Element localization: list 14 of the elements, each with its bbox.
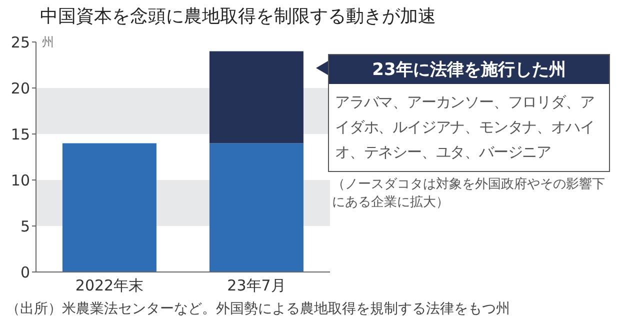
- y-tick-label: 10: [10, 171, 30, 190]
- chart-title: 中国資本を念頭に農地取得を制限する動きが加速: [40, 5, 436, 28]
- y-axis-title: 州: [42, 34, 54, 51]
- x-tick-label: 23年7月: [227, 276, 286, 295]
- y-tick-label: 20: [10, 79, 30, 98]
- text: アラバマ、アーカンソー、フロリダ、アイダホ、ルイジアナ、モンタナ、オハイオ、テネシー、ユタ、バージニア: [334, 92, 596, 163]
- text: （ノースダコタは対象を外国政府やその影響下にある企業に拡大）: [331, 176, 606, 212]
- text: （出所）米農業法センターなど。外国勢による農地取得を規制する法律をもつ州: [6, 300, 510, 318]
- x-tick-label: 2022年末: [75, 276, 144, 295]
- y-tick-label: 0: [20, 263, 30, 282]
- y-tick-label: 25: [10, 33, 30, 52]
- y-tick-label: 5: [20, 217, 30, 236]
- y-tick-label: 15: [10, 125, 30, 144]
- text: 23年に法律を施行した州: [329, 55, 609, 84]
